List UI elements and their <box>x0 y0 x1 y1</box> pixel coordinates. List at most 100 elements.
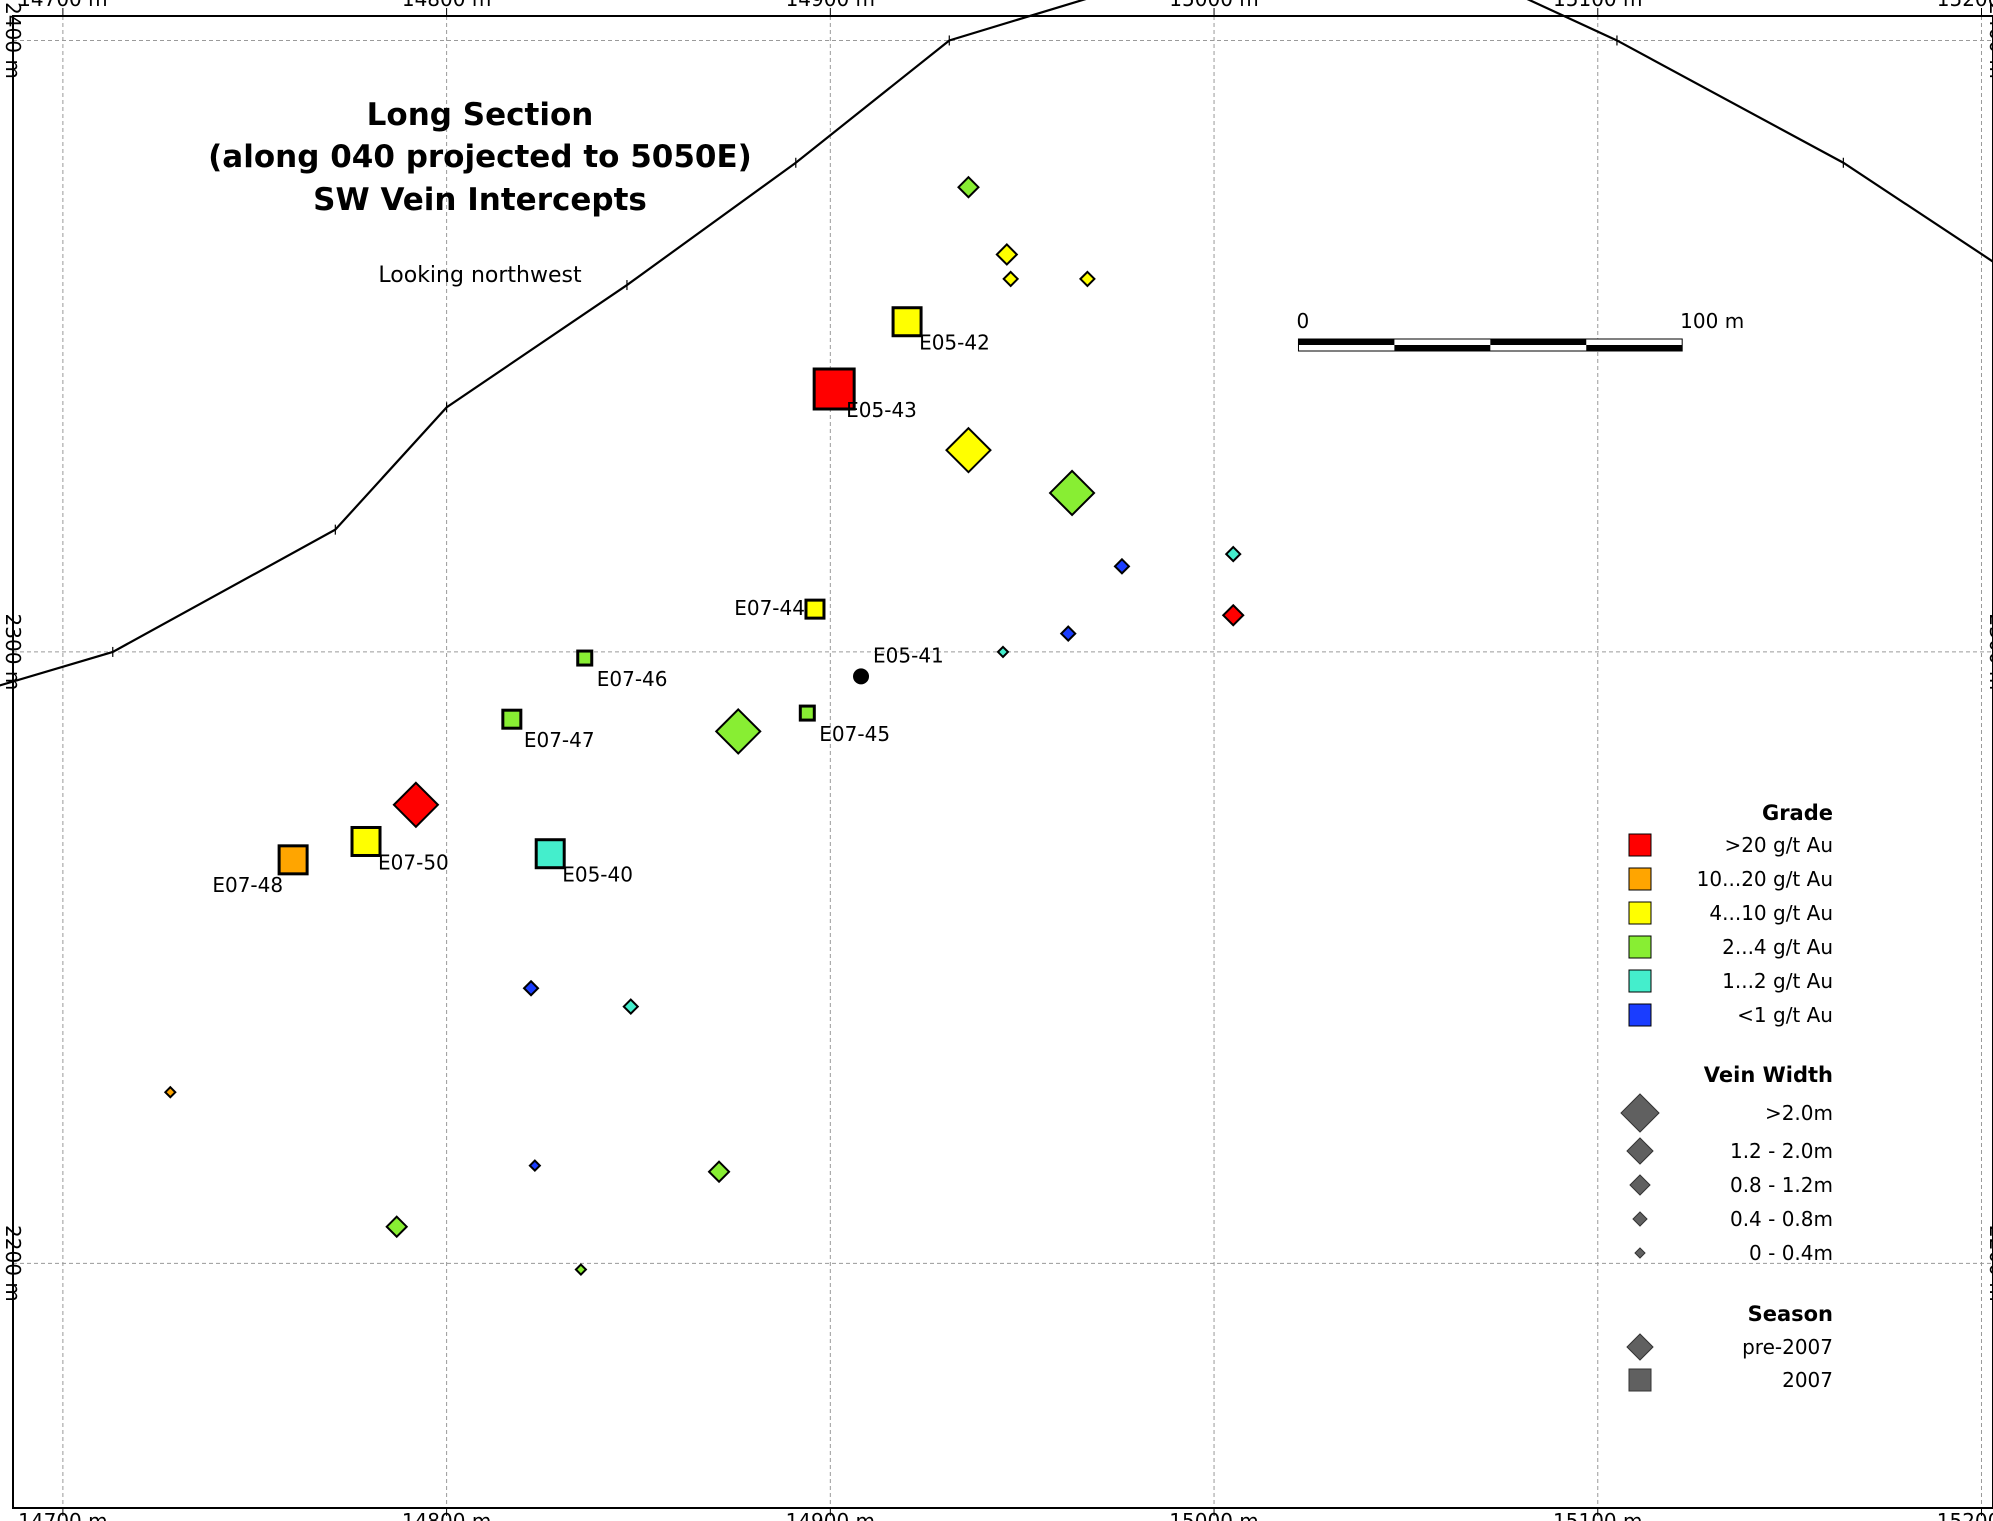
hole-label: E07-47 <box>524 728 595 752</box>
intercept-diamond <box>1059 625 1077 643</box>
x-tick-label-top: 14800 m <box>402 0 491 11</box>
intercept-diamond <box>1221 603 1245 627</box>
y-tick-label-left: 2400 m <box>1 2 25 79</box>
legend-season-symbol <box>1626 1333 1654 1361</box>
intercept-diamond <box>392 781 440 829</box>
intercept-marker <box>853 668 870 685</box>
intercept-diamond <box>163 1085 177 1099</box>
legend-grade-label: 1...2 g/t Au <box>1722 969 1833 993</box>
y-tick-label-right: 2300 m <box>1985 614 1993 691</box>
chart-title-line-3: SW Vein Intercepts <box>313 182 647 218</box>
legend-width-label: 0.8 - 1.2m <box>1730 1173 1833 1197</box>
legend-season-label: 2007 <box>1782 1368 1833 1392</box>
legend-width-label: 0 - 0.4m <box>1749 1241 1833 1265</box>
legend-season-title: Season <box>1748 1302 1833 1326</box>
intercept-square <box>277 844 309 876</box>
legend-width-title: Vein Width <box>1704 1063 1833 1087</box>
legend-grade-swatch <box>1628 935 1652 959</box>
intercept-square <box>501 708 523 730</box>
intercept-diamond <box>385 1215 409 1239</box>
y-tick-label-left: 2200 m <box>1 1225 25 1302</box>
topography-layer <box>0 0 1993 687</box>
x-tick-label-bottom: 14700 m <box>18 1509 107 1521</box>
hole-label: E07-44 <box>734 596 805 620</box>
chart-title-line-2: (along 040 projected to 5050E) <box>208 139 752 175</box>
legend-width-symbol <box>1629 1174 1651 1196</box>
x-tick-label-top: 14900 m <box>786 0 875 11</box>
intercept-diamond <box>945 426 992 474</box>
legend-grade-swatch <box>1628 969 1652 993</box>
hole-label: E07-48 <box>212 873 283 897</box>
hole-label: E05-41 <box>873 643 944 667</box>
legend-width-symbol <box>1634 1247 1646 1259</box>
intercept-square <box>804 598 826 620</box>
x-tick-label-bottom: 15100 m <box>1553 1509 1642 1521</box>
legend-grade-label: 2...4 g/t Au <box>1722 935 1833 959</box>
legend-grade-swatch <box>1628 867 1652 891</box>
intercept-square <box>576 649 594 667</box>
legend-grade-label: 4...10 g/t Au <box>1709 901 1833 925</box>
legend-season-label: pre-2007 <box>1742 1335 1833 1359</box>
intercept-diamond <box>1002 270 1020 288</box>
x-tick-label-top: 14700 m <box>18 0 107 11</box>
intercept-diamond <box>995 243 1019 266</box>
legend-grade-swatch <box>1628 833 1652 857</box>
intercept-diamond <box>1113 557 1131 575</box>
topography-profile <box>0 0 1993 687</box>
scale-bar: 0 100 m <box>1296 309 1744 352</box>
intercept-square <box>798 704 816 722</box>
intercept-square <box>812 367 856 411</box>
grid-lines <box>13 16 1993 1508</box>
legend-grade-label: 10...20 g/t Au <box>1697 867 1833 891</box>
hole-label: E05-40 <box>562 863 633 887</box>
x-tick-label-bottom: 15200 m <box>1937 1509 1993 1521</box>
intercept-diamond <box>957 175 980 199</box>
legend-width-symbol <box>1620 1093 1660 1133</box>
hole-label: E07-50 <box>378 850 449 874</box>
scale-bar-segment <box>1298 339 1395 345</box>
legend-grade-label: <1 g/t Au <box>1737 1003 1833 1027</box>
legend-grade-title: Grade <box>1762 801 1833 825</box>
y-tick-label-left: 2300 m <box>1 614 25 691</box>
x-tick-label-top: 15100 m <box>1553 0 1642 11</box>
legend-grade-label: >20 g/t Au <box>1724 833 1833 857</box>
intercept-square <box>350 825 382 857</box>
y-tick-label-right: 2200 m <box>1985 1225 1993 1302</box>
y-tick-label-right: 2400 m <box>1985 2 1993 79</box>
chart-subtitle: Looking northwest <box>378 263 582 288</box>
intercept-diamond <box>622 998 640 1016</box>
hole-label: E05-42 <box>919 331 990 355</box>
intercept-diamond <box>714 708 762 755</box>
legend-season-symbol <box>1628 1368 1652 1392</box>
plot-frame <box>12 15 1993 1509</box>
x-tick-label-top: 15000 m <box>1169 0 1258 11</box>
intercept-diamond <box>1224 545 1242 563</box>
intercept-square <box>891 306 923 338</box>
x-tick-label-bottom: 14900 m <box>786 1509 875 1521</box>
hole-labels: E05-42 E05-43 E07-44 E05-41 E07-46 E07-47 E07-… <box>212 331 989 897</box>
scale-bar-segment <box>1586 345 1683 351</box>
intercept-diamond <box>522 979 540 997</box>
legend: Grade >20 g/t Au 10...20 g/t Au 4...10 g/t … <box>1620 801 1833 1392</box>
legend-grade-swatch <box>1628 901 1652 925</box>
intercept-diamond <box>707 1160 731 1184</box>
legend-width-label: >2.0m <box>1765 1101 1833 1125</box>
scale-bar-end-label: 100 m <box>1680 309 1744 333</box>
x-tick-label-bottom: 14800 m <box>402 1509 491 1521</box>
scale-bar-segment <box>1394 345 1491 351</box>
legend-width-label: 0.4 - 0.8m <box>1730 1207 1833 1231</box>
scale-bar-segment <box>1490 339 1587 345</box>
hole-label: E07-46 <box>597 667 668 691</box>
intercept-diamond <box>574 1263 588 1276</box>
legend-grade-swatch <box>1628 1003 1652 1027</box>
intercept-diamond <box>528 1159 542 1172</box>
intercept-square <box>534 838 566 870</box>
legend-width-symbol <box>1632 1211 1648 1227</box>
legend-width-label: 1.2 - 2.0m <box>1730 1139 1833 1163</box>
chart-title-line-1: Long Section <box>367 97 594 133</box>
intercept-diamond <box>1048 469 1096 517</box>
x-tick-label-bottom: 15000 m <box>1169 1509 1258 1521</box>
title-block: Long Section (along 040 projected to 505… <box>208 97 752 288</box>
